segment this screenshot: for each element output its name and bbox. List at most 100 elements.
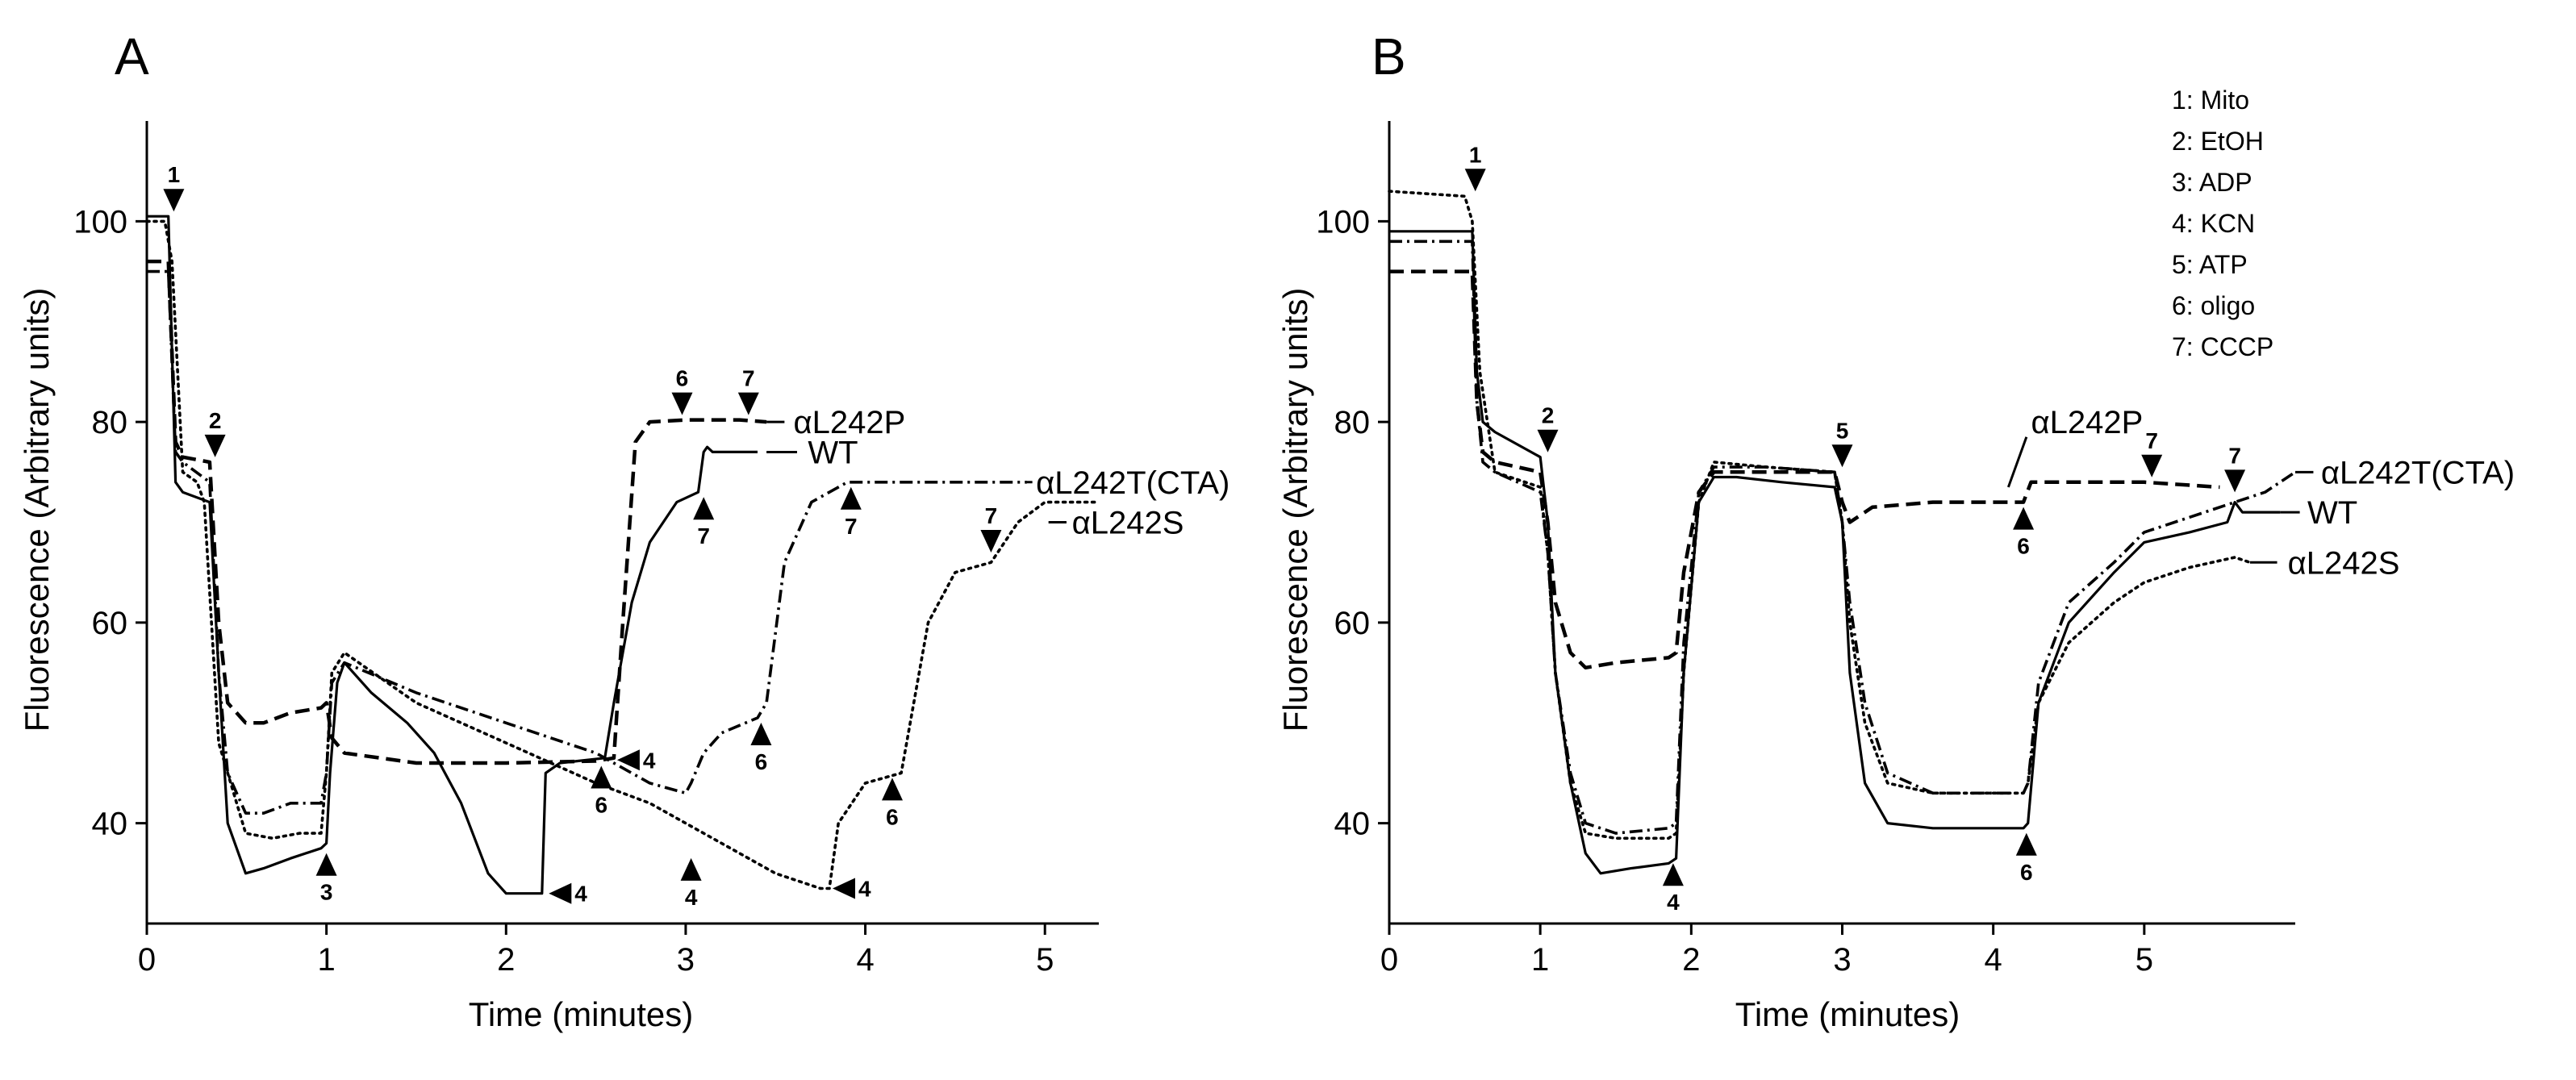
panel-a-x-axis-title: Time (minutes) [469, 995, 693, 1033]
legend-item-etoh: 2: EtOH [2172, 127, 2264, 156]
panel-a-annotation-4-arrow: 4 [680, 857, 702, 910]
panel-a-annotation-label: 7 [845, 514, 858, 539]
panel-b-series-label-al242p: αL242P [2006, 405, 2143, 488]
panel-a-annotation-label: 6 [886, 804, 899, 829]
panel-b-annotation-arrowhead [1662, 863, 1684, 886]
panel-a-x-tick-label: 0 [138, 942, 156, 978]
panel-a-annotation-arrowhead [315, 853, 337, 876]
panel-b-annotation-label: 7 [2228, 443, 2241, 468]
panel-b-x-tick-label: 1 [1531, 942, 1549, 978]
panel-a-annotation-4-arrow: 4 [549, 882, 587, 907]
panel-b-annotation-label: 1 [1469, 142, 1482, 167]
panel-a-annotation-arrowhead [737, 392, 759, 415]
panel-b-series-label-text: αL242P [2031, 405, 2143, 440]
legend-item-mito: 1: Mito [2172, 85, 2249, 115]
panel-a-y-tick-label: 100 [73, 204, 127, 240]
panel-b-x-tick-label: 4 [1985, 942, 2002, 978]
panel-a-series-al242s-line [145, 219, 1100, 890]
panel-a-annotation-arrowhead [750, 723, 772, 745]
panel-b-annotation-1-arrow: 1 [1464, 142, 1486, 192]
panel-a-annotation-3-arrow: 3 [315, 853, 337, 905]
panel-b-annotation-5-arrow: 5 [1831, 418, 1853, 468]
legend-item-adp: 3: ADP [2172, 168, 2252, 197]
panel-a-annotation-4-arrow: 4 [833, 876, 871, 901]
panel-b-annotation-6-arrow: 6 [2015, 832, 2037, 885]
panel-a-x-tick-label: 1 [318, 942, 336, 978]
panel-a-annotation-6-arrow: 6 [671, 366, 693, 415]
legend: 1: Mito 2: EtOH 3: ADP 4: KCN 5: ATP 6: … [2172, 85, 2273, 361]
panel-a-annotation-label: 4 [643, 748, 656, 773]
panel-a-annotation-arrowhead [680, 857, 702, 881]
panel-b-y-tick-label: 80 [1334, 405, 1371, 440]
panel-a-series-al242p-line [147, 259, 767, 765]
panel-a-annotation-6-arrow: 6 [591, 765, 612, 818]
panel-a-annotation-6-arrow: 6 [750, 723, 772, 774]
panel-a-annotation-label: 3 [320, 880, 333, 905]
panel-b-y-axis-title: Fluorescence (Arbitrary units) [1276, 288, 1314, 732]
panel-b-x-tick-label: 0 [1380, 942, 1398, 978]
panel-b-annotation-label: 2 [1542, 403, 1555, 428]
panel-a-annotation-7-arrow: 7 [737, 366, 759, 415]
panel-a-annotation-arrowhead [549, 882, 572, 904]
panel-b-annotation-label: 7 [2145, 428, 2158, 453]
panel-a-annotation-arrowhead [840, 486, 862, 510]
legend-item-cccp: 7: CCCP [2172, 332, 2273, 361]
panel-b-x-tick-label: 2 [1682, 942, 1700, 978]
panel-a-series-label-text: WT [808, 435, 858, 470]
panel-a-annotation-label: 4 [858, 876, 871, 901]
panel-a-series-label-wt: WT [766, 435, 858, 470]
panel-b-annotation-7-arrow: 7 [2141, 428, 2163, 477]
panel-b-annotation-arrowhead [2013, 507, 2035, 530]
panel-a-x-tick-label: 2 [497, 942, 515, 978]
panel-a-annotation-arrowhead [591, 765, 612, 789]
panel-a-annotation-label: 4 [685, 885, 698, 910]
panel-b-annotation-arrowhead [2141, 454, 2163, 477]
panel-a-annotation-label: 6 [676, 366, 689, 391]
panel-b-annotation-arrowhead [1464, 169, 1486, 192]
panel-a-annotation-label: 6 [755, 749, 768, 774]
panel-b-chart: B Time (minutes) Fluorescence (Arbitrary… [1276, 27, 2515, 1033]
panel-a-y-axis-title: Fluorescence (Arbitrary units) [18, 288, 56, 732]
panel-a-chart: A Time (minutes) Fluorescence (Arbitrary… [18, 27, 1230, 1033]
panel-a-annotation-arrowhead [980, 530, 1002, 553]
panel-a-series-wt-line [147, 215, 758, 895]
panel-b-annotation-label: 4 [1667, 890, 1680, 915]
panel-a-annotation-arrowhead [204, 434, 226, 457]
panel-a-annotation-label: 1 [168, 162, 181, 187]
panel-b-annotation-6-arrow: 6 [2013, 507, 2035, 559]
panel-b-y-tick-label: 40 [1334, 807, 1371, 842]
panel-a-y-tick-label: 60 [92, 606, 128, 641]
panel-a-annotation-arrowhead [882, 778, 903, 801]
panel-a-letter: A [115, 27, 149, 85]
panel-a-annotation-label: 2 [209, 408, 222, 433]
panel-a-annotation-label: 7 [697, 523, 710, 548]
legend-item-kcn: 4: KCN [2172, 209, 2255, 238]
panel-b-series-label-wt: WT [2280, 495, 2357, 531]
panel-a-y-tick-label: 80 [92, 405, 128, 440]
panel-b-annotation-label: 5 [1836, 418, 1849, 443]
panel-b-annotation-arrowhead [2224, 469, 2246, 493]
panel-a-series-label-text: αL242P [794, 405, 906, 440]
panel-a-annotation-4-arrow: 4 [616, 748, 656, 773]
panel-a-annotation-label: 7 [985, 503, 998, 528]
panel-b-series-label-text: αL242T(CTA) [2321, 455, 2515, 490]
panel-a-annotation-6-arrow: 6 [882, 778, 903, 829]
panel-b-series-wt-line [1389, 230, 2281, 875]
panel-a-annotation-label: 6 [595, 793, 607, 818]
panel-b-x-tick-label: 5 [2136, 942, 2153, 978]
panel-a-annotation-label: 4 [574, 882, 587, 907]
panel-a-series-label-text: αL242S [1072, 506, 1184, 541]
panel-b-series-label-leader [2006, 436, 2028, 488]
panel-b-annotation-label: 6 [2017, 534, 2030, 559]
panel-b-annotation-arrowhead [2015, 832, 2037, 856]
panel-b-y-tick-label: 100 [1316, 204, 1370, 240]
panel-a-annotation-arrowhead [616, 749, 640, 771]
panel-b-letter: B [1372, 27, 1406, 85]
panel-a-annotation-2-arrow: 2 [204, 408, 226, 457]
panel-b-series-label-al242t-cta: αL242T(CTA) [2295, 455, 2515, 490]
panel-a-annotation-label: 7 [742, 366, 755, 391]
panel-b-annotation-2-arrow: 2 [1537, 403, 1559, 452]
panel-b-x-tick-label: 3 [1833, 942, 1851, 978]
panel-b-annotation-4-arrow: 4 [1662, 863, 1684, 915]
panel-b-annotation-7-arrow: 7 [2224, 443, 2246, 493]
